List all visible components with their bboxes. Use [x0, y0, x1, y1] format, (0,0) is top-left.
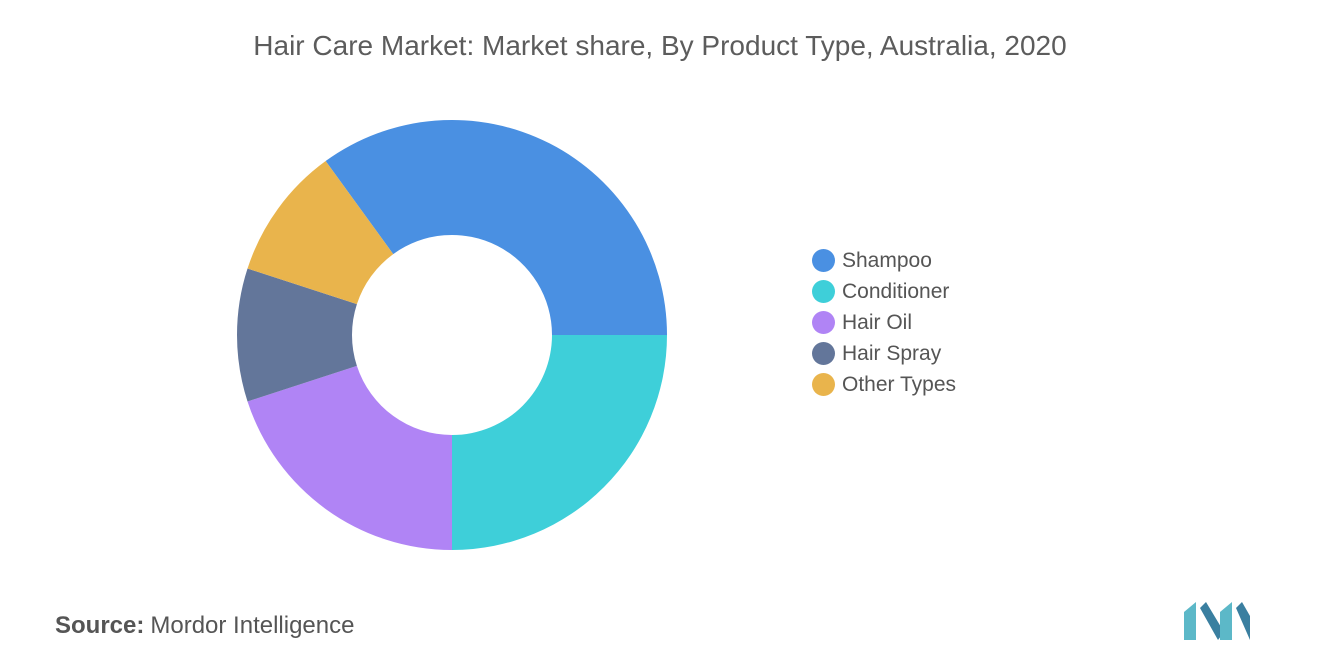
source-label: Source: [55, 612, 145, 639]
donut-slice-conditioner [452, 335, 667, 550]
legend-swatch [812, 342, 835, 365]
legend-item: Hair Oil [812, 307, 956, 338]
legend-item: Shampoo [812, 245, 956, 276]
legend-label: Hair Spray [842, 341, 942, 365]
source-text: Mordor Intelligence [150, 612, 355, 639]
donut-slice-hair-oil [247, 365, 452, 550]
legend-swatch [812, 280, 835, 303]
donut-slice-shampoo [325, 119, 667, 335]
legend-swatch [812, 249, 835, 272]
legend-item: Other Types [812, 369, 956, 400]
legend-swatch [812, 311, 835, 334]
legend-item: Hair Spray [812, 338, 956, 369]
source-note: Source: Mordor Intelligence [55, 612, 354, 640]
chart-title: Hair Care Market: Market share, By Produ… [253, 30, 1067, 61]
donut-slice-other-types [247, 161, 394, 305]
legend-item: Conditioner [812, 276, 956, 307]
mordor-intelligence-logo-icon [1184, 602, 1250, 640]
legend-label: Shampoo [842, 248, 932, 272]
legend-label: Other Types [842, 372, 957, 396]
donut-slice-hair-spray [237, 268, 357, 402]
legend-swatch [812, 373, 835, 396]
legend-label: Hair Oil [842, 310, 913, 334]
legend-label: Conditioner [842, 279, 950, 303]
chart-legend: Shampoo Conditioner Hair Oil Hair Spray Othe… [812, 245, 956, 400]
